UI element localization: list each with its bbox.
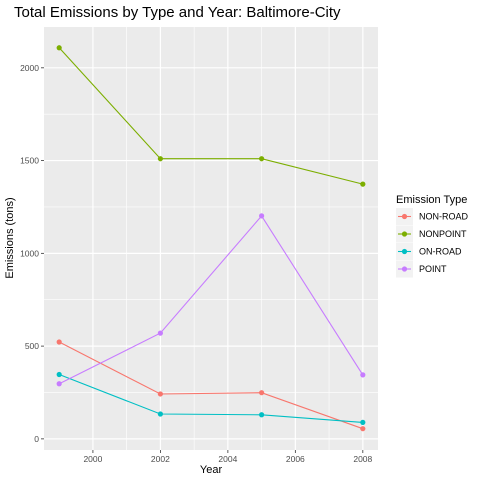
series-layer	[56, 45, 366, 432]
y-tick-label: 500	[25, 341, 39, 351]
x-tick-label: 2008	[353, 454, 372, 464]
legend-label-on-road: ON-ROAD	[419, 247, 462, 257]
data-point-point	[259, 213, 265, 219]
data-point-non-road	[259, 390, 265, 396]
data-point-on-road	[157, 411, 163, 417]
series-line-nonpoint	[58, 47, 363, 185]
data-point-nonpoint	[360, 181, 366, 187]
grid-major	[44, 27, 378, 450]
series-line-point	[58, 214, 364, 385]
data-point-point	[157, 330, 163, 336]
y-axis-title: Emissions (tons)	[4, 197, 16, 278]
grid-minor	[44, 27, 378, 450]
legend-key-point	[401, 248, 408, 255]
legend-label-point: POINT	[419, 264, 447, 274]
data-point-non-road	[56, 339, 62, 345]
y-tick-label: 1000	[20, 248, 39, 258]
legend-key-point	[401, 213, 408, 220]
chart-title: Total Emissions by Type and Year: Baltim…	[14, 4, 341, 21]
series-line-on-road	[59, 373, 363, 423]
legend-title: Emission Type	[396, 194, 467, 206]
data-point-non-road	[360, 426, 366, 432]
legend-label-non-road: NON-ROAD	[419, 212, 468, 222]
data-point-nonpoint	[259, 156, 265, 162]
data-point-on-road	[56, 371, 62, 378]
y-tick-label: 1500	[20, 156, 39, 166]
x-tick-label: 2002	[151, 454, 170, 464]
data-point-on-road	[360, 419, 366, 425]
x-tick-label: 2000	[83, 454, 102, 464]
data-point-on-road	[259, 412, 265, 418]
y-tick-label: 2000	[20, 63, 39, 73]
legend-key-point	[401, 231, 408, 237]
series-line-non-road	[58, 341, 363, 430]
y-axis: 0 500 1000 1500 2000	[20, 63, 44, 444]
data-point-non-road	[157, 391, 163, 397]
y-tick-label: 0	[34, 434, 39, 444]
x-axis-title: Year	[200, 464, 223, 476]
legend-key-point	[401, 266, 408, 272]
x-tick-label: 2006	[286, 454, 305, 464]
x-tick-label: 2004	[218, 454, 237, 464]
plot-panel	[44, 27, 378, 450]
x-axis: 2000 2002 2004 2006 2008	[83, 450, 373, 464]
legend: Emission Type NON-ROAD NONPOINT ON-ROAD POI…	[396, 194, 468, 278]
legend-label-nonpoint: NONPOINT	[419, 229, 467, 239]
data-point-nonpoint	[56, 45, 62, 51]
data-point-nonpoint	[157, 156, 163, 162]
data-point-point	[56, 381, 62, 387]
data-point-point	[360, 372, 366, 378]
